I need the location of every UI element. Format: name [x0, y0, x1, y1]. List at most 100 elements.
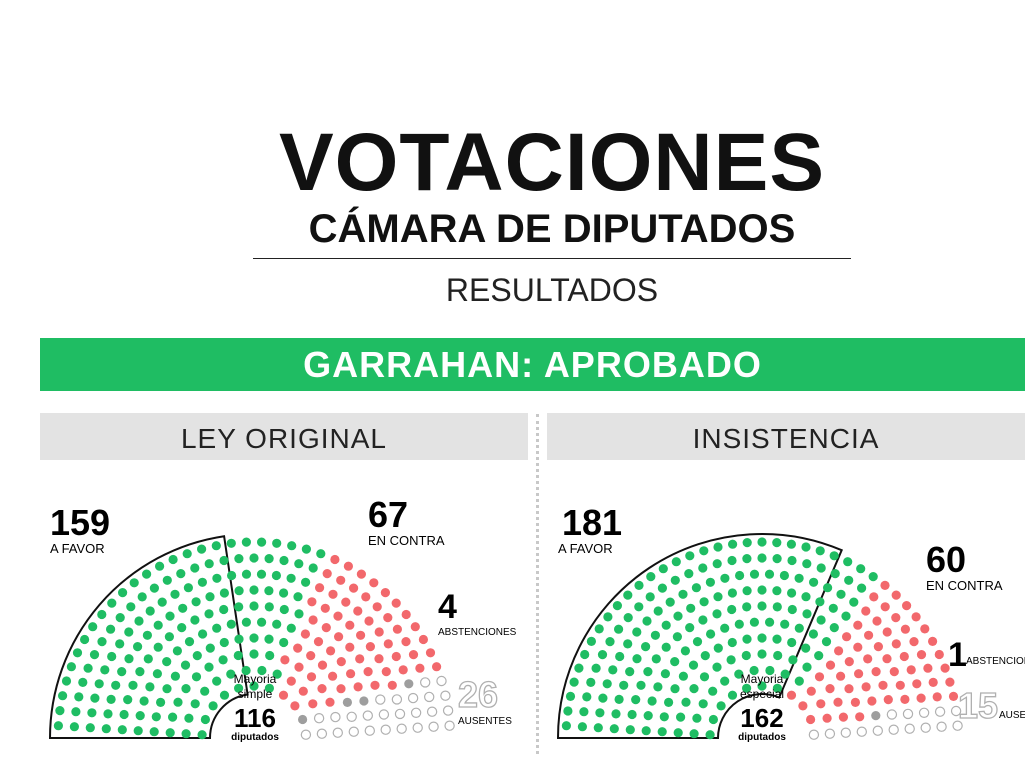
seat-favor: [773, 650, 783, 661]
seat-contra: [916, 693, 926, 703]
seat-favor: [170, 671, 180, 681]
seat-contra: [341, 597, 351, 607]
favor-count: 181: [562, 502, 622, 543]
seat-favor: [153, 642, 163, 652]
seat-favor: [272, 619, 282, 629]
seat-favor: [165, 728, 175, 738]
seat-ausente: [886, 709, 898, 720]
seat-contra: [356, 630, 366, 640]
seat-favor: [814, 651, 824, 661]
seat-favor: [591, 663, 601, 673]
seat-favor: [162, 657, 172, 667]
seat-favor: [816, 563, 826, 573]
seat-favor: [103, 709, 113, 719]
seat-favor: [107, 651, 117, 662]
seat-favor: [757, 681, 767, 691]
seat-contra: [320, 603, 330, 613]
seat-favor: [735, 570, 745, 581]
seat-favor: [183, 583, 193, 593]
seat-favor: [211, 541, 221, 551]
seat-ausente: [316, 728, 328, 739]
seat-favor: [691, 583, 702, 593]
seat-contra: [861, 606, 871, 616]
seat-favor: [698, 699, 708, 709]
seat-contra: [391, 651, 401, 662]
seat-favor: [204, 559, 214, 569]
majority-unit: diputados: [231, 732, 279, 743]
seat-contra: [906, 665, 916, 675]
seat-favor: [664, 697, 674, 708]
seat-favor: [673, 611, 683, 621]
seat-favor: [727, 555, 737, 566]
seat-favor: [219, 604, 229, 615]
seat-abstencion: [359, 696, 369, 706]
seat-favor: [643, 711, 653, 721]
seat-favor: [699, 597, 709, 607]
seat-favor: [106, 694, 116, 705]
seat-favor: [657, 583, 668, 593]
seat-contra: [408, 650, 419, 660]
panel-header-ley-original: LEY ORIGINAL: [40, 413, 528, 460]
seat-favor: [772, 586, 782, 596]
seat-favor: [728, 539, 738, 549]
seat-favor: [145, 606, 155, 616]
seat-ausente: [364, 725, 375, 736]
seat-favor: [190, 615, 200, 625]
seat-favor: [634, 602, 644, 612]
seat-favor: [218, 655, 228, 665]
seat-favor: [670, 575, 680, 585]
seat-favor: [142, 569, 152, 579]
seat-ausente: [412, 722, 423, 733]
seat-contra: [891, 590, 901, 600]
seat-favor: [137, 592, 147, 602]
seat-contra: [948, 691, 959, 702]
seat-favor: [815, 597, 825, 607]
seat-favor: [115, 613, 125, 623]
seat-favor: [61, 676, 72, 686]
seat-favor: [200, 686, 210, 696]
seat-favor: [184, 713, 194, 723]
seat-favor: [780, 669, 790, 679]
seat-favor: [720, 573, 730, 583]
seat-favor: [741, 650, 751, 661]
seat-favor: [249, 553, 259, 563]
seat-favor: [168, 554, 178, 565]
seat-favor: [293, 592, 303, 602]
seat-favor: [651, 654, 661, 664]
seat-ausente: [436, 675, 447, 687]
seat-ausente: [872, 725, 884, 736]
seat-favor: [149, 727, 159, 737]
seat-ausente: [824, 728, 836, 739]
seat-contra: [873, 642, 884, 652]
seat-favor: [632, 627, 642, 637]
seat-contra: [909, 637, 919, 647]
seat-contra: [308, 615, 318, 625]
seat-favor: [256, 569, 267, 579]
seat-favor: [279, 637, 289, 648]
seat-favor: [142, 630, 152, 640]
seat-favor: [190, 563, 200, 573]
page-subtitle: CÁMARA DE DIPUTADOS: [308, 207, 796, 251]
seat-contra: [911, 612, 921, 622]
seat-favor: [659, 712, 669, 722]
seat-favor: [787, 604, 797, 615]
seat-favor: [180, 660, 191, 670]
seat-contra: [872, 616, 882, 626]
seat-favor: [670, 684, 680, 694]
seat-favor: [272, 538, 282, 548]
seat-favor: [772, 538, 782, 548]
seat-favor: [641, 642, 651, 652]
seat-contra: [355, 654, 365, 664]
seat-favor: [170, 589, 180, 599]
seat-favor: [191, 672, 202, 682]
seat-favor: [698, 615, 708, 625]
seat-favor: [134, 616, 144, 626]
seat-favor: [742, 554, 752, 564]
seat-contra: [343, 561, 353, 571]
seat-favor: [594, 624, 604, 634]
seat-favor: [734, 669, 744, 679]
seat-favor: [828, 603, 838, 613]
seat-contra: [326, 646, 336, 656]
seat-favor: [757, 585, 767, 595]
seat-favor: [757, 601, 767, 611]
